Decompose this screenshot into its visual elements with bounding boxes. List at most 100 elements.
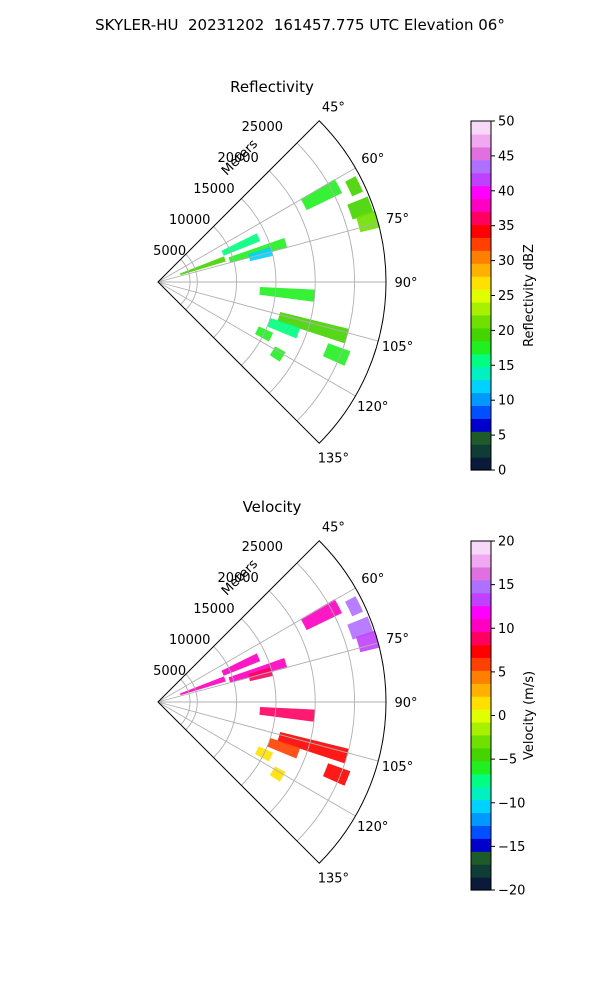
echo-cell [269, 766, 286, 782]
angle-tick-label: 120° [357, 400, 388, 415]
panel-title: Velocity [243, 498, 302, 516]
colorbar-segment [471, 734, 491, 749]
echo-cell [269, 346, 286, 362]
angle-gridline [157, 642, 379, 703]
colorbar-segment [471, 457, 491, 471]
angle-tick-label: 105° [382, 760, 413, 775]
colorbar-tick-label: 20 [498, 324, 515, 339]
figure-title: SKYLER-HU 20231202 161457.775 UTC Elevat… [95, 16, 505, 34]
colorbar-segment [471, 657, 491, 671]
colorbar-segment [471, 838, 491, 852]
colorbar-segment [471, 760, 491, 775]
colorbar-segment [471, 172, 491, 187]
angle-tick-label: 75° [386, 632, 409, 647]
colorbar-segment [471, 146, 491, 161]
colorbar-segment [471, 721, 491, 736]
echo-cell [221, 233, 261, 256]
colorbar-tick-label: 35 [498, 219, 515, 234]
colorbar-segment [471, 392, 491, 406]
colorbar-segment [471, 444, 491, 458]
angle-tick-label: 45° [322, 521, 345, 536]
colorbar-tick-label: −10 [498, 796, 525, 811]
angle-gridline [157, 281, 379, 342]
angle-tick-label: 120° [357, 820, 388, 835]
colorbar-segment [471, 631, 491, 646]
colorbar-segment [471, 644, 491, 658]
colorbar-segment [471, 405, 491, 419]
colorbar-segment [471, 812, 491, 826]
angle-tick-label: 75° [386, 212, 409, 227]
colorbar-segment [471, 786, 491, 801]
colorbar-tick-label: 15 [498, 359, 515, 374]
angle-gridline [157, 281, 356, 397]
echo-cell [345, 176, 364, 197]
range-tick-label: 5000 [153, 244, 186, 259]
angle-tick-label: 135° [318, 451, 349, 466]
colorbar-tick-label: 40 [498, 184, 515, 199]
echo-cell [228, 238, 288, 263]
echo-cell [228, 658, 288, 683]
colorbar-segment [471, 541, 491, 555]
echo-cell [267, 318, 301, 339]
colorbar-segment [471, 553, 491, 568]
colorbar-segment [471, 877, 491, 891]
colorbar-segment [471, 709, 491, 723]
echo-cell [267, 738, 301, 759]
colorbar-segment [471, 340, 491, 355]
angle-gridline [157, 587, 356, 703]
colorbar-segment [471, 211, 491, 226]
echo-cell [259, 706, 316, 722]
colorbar-tick-label: 5 [498, 665, 506, 680]
angle-tick-label: 105° [382, 340, 413, 355]
colorbar-segment [471, 431, 491, 445]
echo-cell [179, 676, 226, 696]
colorbar-segment [471, 224, 491, 238]
colorbar-segment [471, 605, 491, 620]
angle-gridline [157, 701, 356, 817]
colorbar-segment [471, 198, 491, 213]
echo-cell [221, 653, 261, 676]
colorbar-segment [471, 670, 491, 684]
sector-outline [157, 120, 387, 444]
colorbar-segment [471, 263, 491, 277]
colorbar-segment [471, 353, 491, 368]
colorbar-segment [471, 159, 491, 174]
range-tick-label: 20000 [217, 571, 258, 586]
range-tick-label: 25000 [242, 120, 283, 135]
colorbar-tick-label: 0 [498, 464, 506, 479]
colorbar-segment [471, 276, 491, 290]
echo-cell [300, 599, 343, 631]
colorbar-segment [471, 366, 491, 381]
colorbar-segment [471, 133, 491, 148]
colorbar-tick-label: 5 [498, 429, 506, 444]
colorbar-segment [471, 289, 491, 303]
colorbar-segment [471, 773, 491, 788]
colorbar-segment [471, 864, 491, 878]
colorbar-tick-label: −15 [498, 840, 525, 855]
colorbar-segment [471, 799, 491, 814]
angle-tick-label: 135° [318, 871, 349, 886]
range-tick-label: 15000 [193, 182, 234, 197]
echo-cell [259, 286, 316, 302]
colorbar-segment [471, 237, 491, 251]
colorbar-segment [471, 579, 491, 594]
colorbar-segment [471, 379, 491, 394]
colorbar-segment [471, 250, 491, 264]
echo-cell [355, 210, 380, 233]
colorbar-segment [471, 301, 491, 316]
angle-tick-label: 90° [394, 276, 417, 291]
sector-outline [157, 540, 387, 864]
echo-cell [322, 343, 351, 366]
range-tick-label: 5000 [153, 664, 186, 679]
echo-cell [300, 179, 343, 211]
angle-gridline [157, 222, 379, 283]
panel-title: Reflectivity [230, 78, 314, 96]
angle-tick-label: 45° [322, 101, 345, 116]
colorbar-segment [471, 314, 491, 329]
echo-cell [322, 763, 351, 786]
colorbar-tick-label: 25 [498, 289, 515, 304]
colorbar-segment [471, 683, 491, 697]
colorbar-segment [471, 618, 491, 633]
colorbar-tick-label: 50 [498, 115, 515, 130]
